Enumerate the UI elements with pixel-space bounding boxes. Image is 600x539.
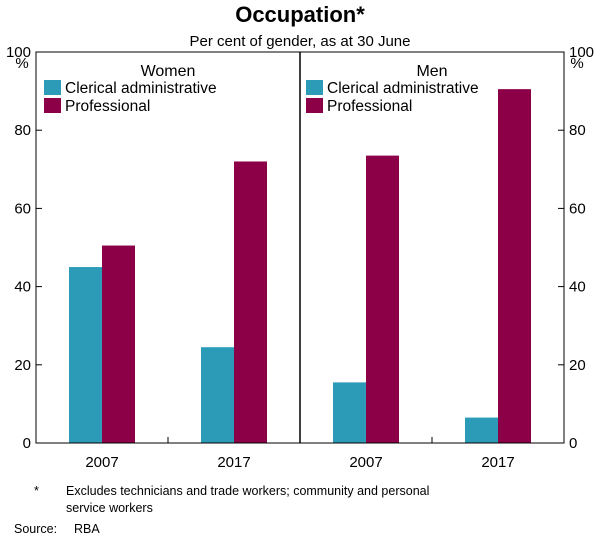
left-tick-label: 0 xyxy=(23,435,31,452)
x-tick-label: 2007 xyxy=(85,454,118,471)
right-axis-unit: % xyxy=(570,55,583,72)
bar-men-2017-professional xyxy=(498,89,531,444)
panel-titles: Women Men xyxy=(141,63,448,80)
panel-title: Women xyxy=(141,63,196,80)
legends: Clerical administrativeProfessionalCleri… xyxy=(44,80,479,115)
legend-label: Professional xyxy=(65,98,150,115)
chart-title: Occupation* xyxy=(235,2,365,27)
legend-swatch xyxy=(306,98,323,113)
footnote-marker: * xyxy=(34,484,39,498)
footnote-line-2: service workers xyxy=(66,501,153,515)
x-tick-label: 2017 xyxy=(481,454,514,471)
left-tick-label: 20 xyxy=(14,357,31,374)
source-text: RBA xyxy=(74,522,100,536)
right-tick-label: 0 xyxy=(569,435,577,452)
bar-men-2007-clerical xyxy=(333,382,366,443)
source-label: Source: xyxy=(14,522,57,536)
right-tick-label: 40 xyxy=(569,279,586,296)
x-tick-label: 2007 xyxy=(349,454,382,471)
legend-label: Clerical administrative xyxy=(327,80,479,97)
bar-women-2017-clerical xyxy=(201,347,234,443)
right-tick-label: 80 xyxy=(569,122,586,139)
bar-women-2017-professional xyxy=(234,161,267,444)
bar-men-2007-professional xyxy=(366,155,399,444)
bar-men-2017-clerical xyxy=(465,417,498,443)
legend-label: Clerical administrative xyxy=(65,80,217,97)
panel-title: Men xyxy=(416,63,447,80)
left-tick-label: 80 xyxy=(14,122,31,139)
x-axis-labels: 2007 2017 2007 2017 xyxy=(85,437,515,471)
right-tick-label: 100 xyxy=(569,44,594,61)
right-tick-label: 60 xyxy=(569,200,586,217)
right-axis-ticks: 0 20 40 60 80 100 xyxy=(558,44,594,452)
bars-layer xyxy=(69,89,531,444)
legend-swatch xyxy=(44,98,61,113)
bar-women-2007-clerical xyxy=(69,267,102,443)
bar-women-2007-professional xyxy=(102,245,135,443)
legend-swatch xyxy=(44,80,61,95)
left-tick-label: 60 xyxy=(14,200,31,217)
chart-subtitle: Per cent of gender, as at 30 June xyxy=(190,33,411,50)
left-axis-ticks: 0 20 40 60 80 100 xyxy=(6,44,42,452)
left-tick-label: 40 xyxy=(14,279,31,296)
legend-label: Professional xyxy=(327,98,412,115)
left-tick-label: 100 xyxy=(6,44,31,61)
legend-swatch xyxy=(306,80,323,95)
left-axis-unit: % xyxy=(15,55,28,72)
footnote-line-1: Excludes technicians and trade workers; … xyxy=(66,484,429,498)
right-tick-label: 20 xyxy=(569,357,586,374)
x-tick-label: 2017 xyxy=(217,454,250,471)
